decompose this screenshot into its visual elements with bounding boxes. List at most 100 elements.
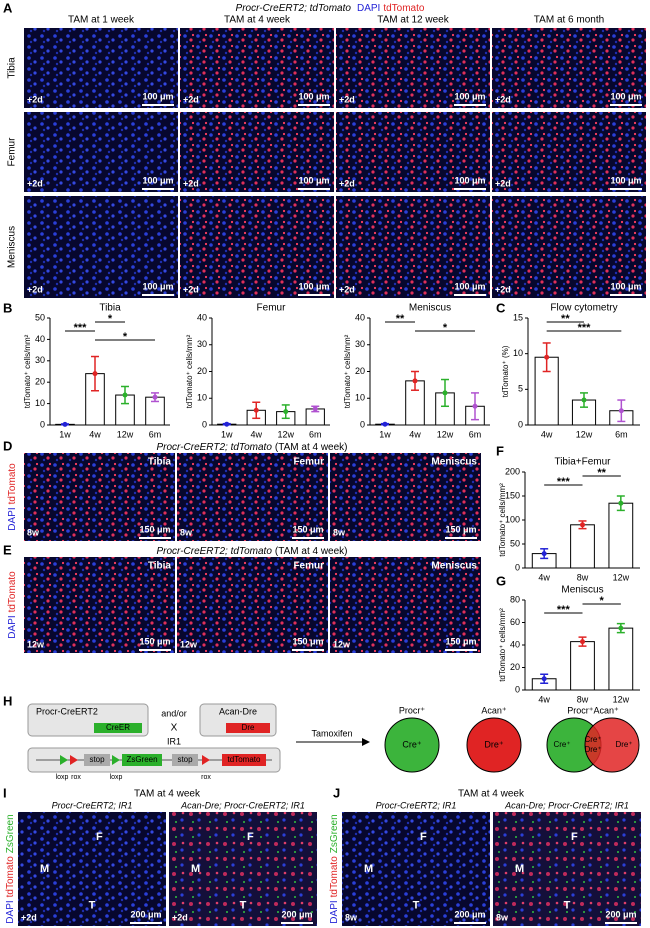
panel-title: TAM at 4 week [458, 789, 525, 800]
panel-title: TAM at 4 week [134, 789, 201, 800]
timepoint: +2d [495, 178, 511, 188]
timepoint: 8w [345, 912, 358, 922]
panel-label: C [496, 300, 506, 315]
genotype: Acan-Dre; Procr-CreERT2; IR1 [180, 800, 305, 810]
stain-label: DAPI tdTomato [7, 463, 18, 531]
scale-bar-label: 200 μm [605, 909, 636, 919]
scale-bar-label: 150 μm [292, 636, 323, 646]
x-tick-label: 6m [149, 429, 162, 439]
panel-label: A [3, 0, 13, 15]
mean-dot [382, 421, 388, 427]
title: Procr-CreERT2; tdTomato [236, 3, 352, 14]
timepoint: +2d [27, 284, 43, 294]
mean-dot [62, 421, 68, 427]
panel-label: H [3, 693, 12, 708]
element-label: ZsGreen [126, 755, 157, 764]
column-title: TAM at 6 month [534, 15, 604, 26]
scale-bar-label: 100 μm [454, 91, 485, 101]
x-tick-label: 12w [437, 429, 454, 439]
scale-bar-label: 100 μm [298, 91, 329, 101]
micrograph [24, 196, 178, 298]
mean-dot [442, 390, 448, 396]
mean-dot [618, 408, 624, 414]
circle-inner: Cre⁺ [402, 739, 422, 749]
y-tick-label: 0 [515, 562, 520, 572]
tissue-label: Meniscus [431, 457, 477, 468]
y-tick-label: 30 [35, 355, 45, 365]
scale-bar-label: 150 μm [445, 524, 476, 534]
reporter-element [172, 754, 198, 766]
scale-bar-label: 100 μm [610, 281, 641, 291]
tissue-label: Femur [293, 457, 324, 468]
circle-label: Procr⁺Acan⁺ [567, 705, 619, 715]
loxp-site [112, 755, 120, 765]
scale-bar-label: 100 μm [454, 281, 485, 291]
panel-title: Procr-CreERT2; tdTomato DAPI tdTomato [236, 3, 425, 14]
region-label: T [240, 899, 247, 911]
title: Procr-CreERT2; tdTomato [156, 442, 272, 453]
micrograph [336, 28, 490, 108]
mean-dot [312, 406, 318, 412]
y-tick-label: 10 [513, 348, 523, 358]
scale-bar-label: 100 μm [298, 175, 329, 185]
y-tick-label: 150 [505, 490, 520, 500]
significance-label: *** [578, 322, 592, 334]
chart-title: Meniscus [561, 585, 603, 596]
panel-label: J [333, 785, 340, 800]
x-tick-label: 12w [613, 572, 630, 582]
bar [570, 524, 595, 569]
y-axis-label: tdTomato⁺ cells/mm² [23, 334, 32, 408]
y-tick-label: 0 [515, 684, 520, 694]
stain: DAPI [357, 3, 380, 14]
scale-bar-label: 100 μm [142, 175, 173, 185]
micrograph [177, 557, 328, 653]
arrow-head [362, 738, 370, 746]
timepoint: +2d [27, 94, 43, 104]
bar [608, 627, 634, 691]
stain: DAPI [7, 507, 18, 530]
y-axis-label: tdTomato⁺ cells/mm² [498, 608, 507, 682]
timepoint: +2d [183, 94, 199, 104]
y-tick-label: 30 [355, 339, 365, 349]
x-tick-label: 4w [250, 429, 262, 439]
panel-label: E [3, 542, 12, 557]
micrograph [330, 557, 481, 653]
bar [608, 502, 634, 569]
panel-label: D [3, 438, 12, 453]
mean-dot [544, 354, 550, 360]
column-title: TAM at 1 week [68, 15, 135, 26]
x-tick-label: 8w [577, 694, 589, 704]
region-label: T [413, 899, 420, 911]
venn-circle [466, 717, 522, 773]
micrograph [493, 812, 641, 926]
y-tick-label: 20 [355, 366, 365, 376]
rox-site [202, 755, 210, 765]
micrograph [492, 196, 646, 298]
site-label: rox [201, 774, 211, 781]
x-tick-label: 1w [379, 429, 391, 439]
x-tick-label: 8w [577, 572, 589, 582]
mean-dot [152, 394, 158, 400]
region-label: M [40, 863, 49, 875]
panel-label: I [3, 785, 7, 800]
y-tick-label: 40 [510, 639, 520, 649]
x-tick-label: 4w [538, 694, 550, 704]
y-tick-label: 40 [35, 334, 45, 344]
significance-label: * [108, 313, 113, 325]
genotype: Procr-CreERT2; IR1 [52, 800, 133, 810]
significance-label: * [123, 331, 128, 343]
timepoint: 8w [333, 527, 346, 537]
scale-bar-label: 200 μm [454, 909, 485, 919]
construct-name: Procr-CreERT2 [36, 706, 98, 716]
chart-title: Meniscus [409, 303, 451, 314]
x-tick-label: 6m [615, 429, 628, 439]
micrograph [492, 28, 646, 108]
significance-label: ** [396, 313, 405, 325]
significance-label: *** [557, 604, 571, 616]
cross: X [171, 723, 178, 734]
stain: ZsGreen [5, 814, 16, 853]
panel-label: G [496, 573, 506, 588]
gene-name: CreER [106, 723, 130, 732]
mean-dot [122, 392, 128, 398]
timepoint: +2d [495, 284, 511, 294]
